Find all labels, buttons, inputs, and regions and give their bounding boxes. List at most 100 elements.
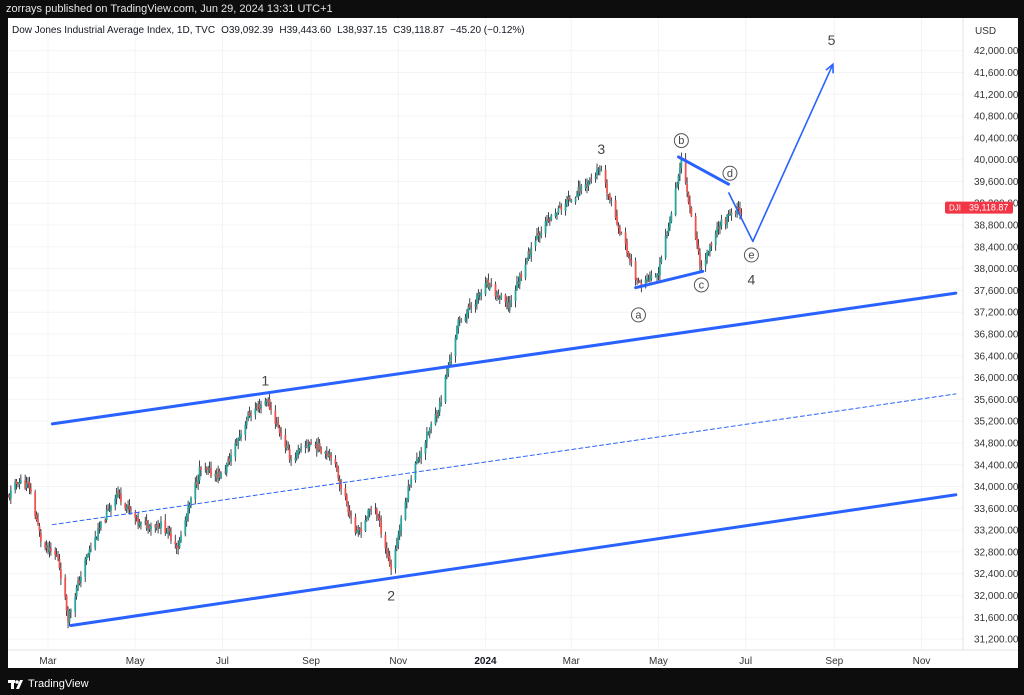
chart-area[interactable]: 1 2 3 a b c d e 4 5 USD 42,000.00 41,600.00 41,200.… [8, 18, 1018, 668]
channel-lower-line[interactable] [69, 493, 958, 627]
candle-body [428, 428, 431, 435]
candle-body [207, 468, 210, 470]
candle-body [564, 203, 567, 212]
wave-circle [743, 247, 759, 263]
y-tick-label: 40,400.00 [974, 133, 1018, 144]
candle-body [277, 421, 280, 427]
y-tick-label: 36,000.00 [974, 373, 1018, 384]
candle-body [255, 407, 258, 409]
candle-body [300, 446, 302, 448]
candle-body [194, 482, 197, 500]
triangle-upper-line[interactable] [677, 155, 731, 186]
candle-body [84, 559, 87, 577]
channel-middle-line[interactable] [51, 393, 957, 526]
channel-upper-line[interactable] [50, 291, 958, 426]
candle-body [54, 550, 57, 555]
y-tick-label: 33,200.00 [974, 526, 1018, 537]
candle-body [567, 196, 570, 200]
candle-body [328, 453, 331, 457]
candle-body [709, 244, 711, 253]
candle-body [375, 509, 378, 516]
candle-body [594, 176, 597, 179]
candle-body [726, 214, 729, 226]
candle-body [620, 232, 623, 234]
candle-body [557, 207, 560, 213]
price-chart[interactable]: 1 2 3 a b c d e 4 5 USD 42,000.00 41,600.00 41,200.… [8, 18, 1018, 668]
x-tick-label: Jul [216, 656, 229, 667]
candle-body [717, 227, 720, 229]
candle-body [358, 528, 361, 530]
candle-body [480, 292, 483, 297]
drawings[interactable] [50, 62, 958, 627]
price-axis[interactable]: USD 42,000.00 41,600.00 41,200.00 40,800.00… [962, 18, 1018, 650]
candle-body [95, 538, 98, 540]
wave-label-3: 3 [597, 141, 605, 157]
candle-body [634, 261, 637, 280]
candle-body [397, 535, 400, 545]
time-axis[interactable]: Mar May Jul Sep Nov 2024 Mar May Jul Sep Nov [8, 649, 1018, 667]
wave-circle [693, 277, 709, 293]
candle-body [729, 213, 731, 215]
candle-body [704, 259, 707, 267]
candle-body [637, 281, 640, 283]
legend-low: 38,937.15 [343, 25, 388, 36]
wave-projection-line[interactable] [727, 63, 834, 243]
candle-body [384, 535, 387, 549]
candle-body [195, 481, 198, 485]
candle-body [487, 280, 490, 288]
wave-circle [722, 165, 738, 181]
candle-body [590, 178, 593, 180]
candle-body [697, 245, 700, 252]
candle-body [244, 424, 247, 435]
candle-body [330, 454, 332, 459]
candle-body [337, 468, 340, 479]
candle-body [127, 504, 129, 507]
candle-body [160, 520, 162, 529]
candle-body [437, 411, 440, 418]
candle-body [457, 319, 460, 328]
candle-body [466, 312, 468, 318]
candle-body [90, 548, 92, 551]
triangle-lower-line[interactable] [634, 269, 705, 290]
candle-body [260, 405, 262, 408]
candle-body [350, 516, 353, 518]
candle-body [35, 514, 38, 520]
candle-body [237, 438, 240, 446]
candle-body [657, 273, 660, 276]
candle-body [407, 485, 410, 500]
footer-brand: TradingView [28, 678, 89, 690]
x-tick-label: Mar [563, 656, 581, 667]
candle-body [720, 219, 723, 226]
candle-body [714, 233, 717, 246]
candle-body [8, 496, 9, 498]
candle-body [630, 260, 633, 263]
candle-body [388, 556, 391, 565]
candle-body [27, 481, 29, 484]
candle-body [660, 258, 663, 263]
candle-body [408, 485, 411, 487]
candle-body [155, 524, 158, 528]
candle-body [225, 463, 228, 473]
candle-body [649, 278, 651, 281]
candle-body [578, 187, 581, 193]
candle-body [538, 234, 541, 237]
candle-body [85, 555, 88, 560]
candle-body [294, 457, 297, 461]
candle-body [368, 509, 371, 512]
candle-body [458, 319, 461, 321]
candle-body [570, 200, 573, 202]
candle-body [210, 467, 212, 477]
candle-body [14, 481, 17, 490]
candle-body [220, 472, 222, 479]
candle-body [307, 445, 310, 448]
y-tick-label: 35,200.00 [974, 417, 1018, 428]
candle-body [656, 276, 658, 278]
candle-body [497, 294, 500, 299]
candle-body [285, 445, 288, 449]
candle-body [80, 576, 82, 583]
candle-body [167, 528, 170, 534]
candle-body [669, 220, 671, 228]
x-tick-label: Sep [302, 656, 320, 667]
candle-body [198, 466, 201, 481]
candle-body [314, 445, 317, 447]
